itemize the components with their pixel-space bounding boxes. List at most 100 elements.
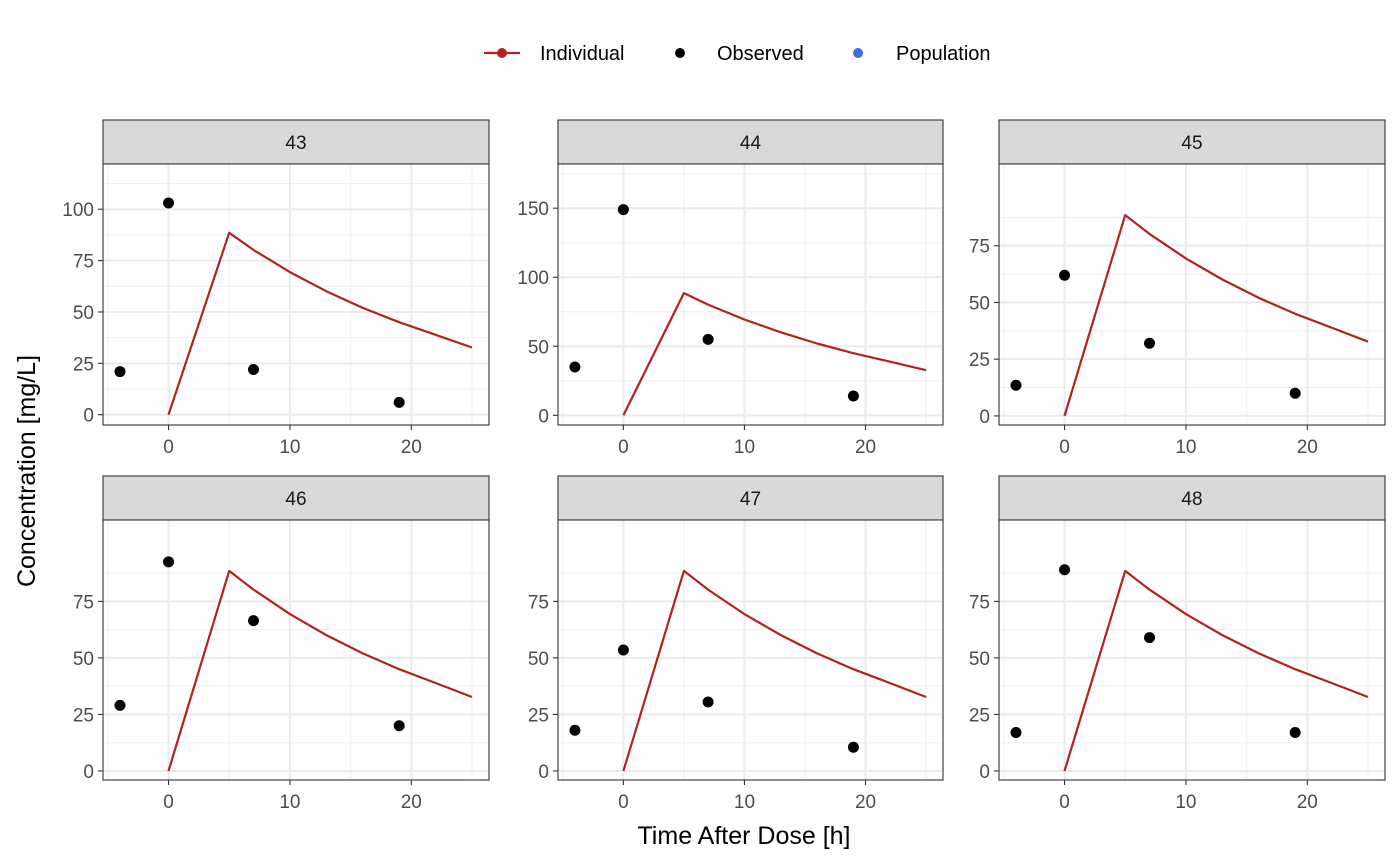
plot-background bbox=[103, 520, 489, 780]
x-tick-label: 0 bbox=[618, 437, 629, 458]
x-tick-label: 20 bbox=[1297, 792, 1318, 813]
y-tick-label: 0 bbox=[83, 406, 94, 427]
y-tick-label: 50 bbox=[73, 649, 94, 670]
observed-point bbox=[1144, 337, 1156, 349]
y-axis-title: Concentration [mg/L] bbox=[13, 355, 41, 587]
panel-border bbox=[102, 163, 490, 426]
y-tick-label: 75 bbox=[73, 592, 94, 613]
strip-label-48: 48 bbox=[1181, 489, 1202, 510]
individual-line bbox=[622, 292, 927, 416]
plot-background bbox=[558, 164, 943, 425]
observed-point bbox=[1059, 564, 1071, 576]
x-tick-label: 20 bbox=[401, 437, 422, 458]
panel-border bbox=[557, 519, 944, 781]
strip-label-46: 46 bbox=[285, 489, 306, 510]
panel-border bbox=[998, 519, 1386, 781]
strip-48 bbox=[998, 475, 1386, 521]
x-tick-label: 10 bbox=[734, 792, 755, 813]
legend-population-marker bbox=[853, 48, 863, 58]
x-tick-label: 20 bbox=[855, 792, 876, 813]
x-tick-label: 0 bbox=[1059, 792, 1070, 813]
panel-46: 46 0 25 50 75 0 10 20 bbox=[73, 475, 490, 813]
observed-point bbox=[569, 361, 581, 373]
x-tick-label: 20 bbox=[855, 437, 876, 458]
legend-population-label: Population bbox=[896, 43, 991, 65]
panel-45: 45 0 25 50 75 0 10 20 bbox=[969, 119, 1386, 458]
individual-line bbox=[167, 569, 473, 772]
y-tick-label: 75 bbox=[528, 592, 549, 613]
observed-point bbox=[163, 197, 175, 209]
x-tick-label: 20 bbox=[401, 792, 422, 813]
observed-point bbox=[393, 720, 405, 732]
y-tick-label: 100 bbox=[517, 268, 549, 289]
x-tick-label: 0 bbox=[1059, 437, 1070, 458]
y-tick-label: 50 bbox=[528, 337, 549, 358]
y-tick-label: 50 bbox=[73, 303, 94, 324]
y-tick-label: 75 bbox=[969, 237, 990, 258]
x-tick-label: 0 bbox=[163, 437, 174, 458]
y-tick-label: 0 bbox=[979, 762, 990, 783]
x-tick-label: 10 bbox=[1175, 792, 1196, 813]
legend-individual-marker bbox=[497, 48, 507, 58]
observed-point bbox=[702, 696, 714, 708]
strip-46 bbox=[102, 475, 490, 521]
observed-point bbox=[702, 333, 714, 345]
panel-47: 47 0 25 50 75 0 10 20 bbox=[528, 475, 944, 813]
observed-point bbox=[1289, 387, 1301, 399]
y-tick-label: 25 bbox=[528, 705, 549, 726]
legend-individual-label: Individual bbox=[540, 43, 625, 65]
x-axis-title: Time After Dose [h] bbox=[637, 822, 850, 850]
observed-point bbox=[1059, 269, 1071, 281]
x-tick-label: 0 bbox=[163, 792, 174, 813]
y-tick-label: 0 bbox=[83, 762, 94, 783]
panel-border bbox=[998, 163, 1386, 426]
observed-point bbox=[1010, 379, 1022, 391]
x-tick-label: 10 bbox=[279, 792, 300, 813]
plot-background bbox=[558, 520, 943, 780]
observed-point bbox=[847, 741, 859, 753]
individual-line bbox=[1063, 569, 1369, 772]
observed-point bbox=[248, 615, 260, 627]
x-tick-label: 10 bbox=[279, 437, 300, 458]
observed-point bbox=[163, 556, 175, 568]
y-tick-label: 25 bbox=[73, 354, 94, 375]
panel-44: 44 0 50 100 150 0 10 20 bbox=[517, 119, 944, 458]
observed-point bbox=[393, 396, 405, 408]
individual-line bbox=[167, 231, 473, 416]
y-tick-label: 25 bbox=[969, 350, 990, 371]
strip-label-47: 47 bbox=[740, 489, 761, 510]
strip-label-45: 45 bbox=[1181, 133, 1202, 154]
panel-48: 48 0 25 50 75 0 10 20 bbox=[969, 475, 1386, 813]
plot-background bbox=[999, 520, 1385, 780]
y-tick-label: 25 bbox=[73, 705, 94, 726]
panel-border bbox=[557, 163, 944, 426]
y-tick-label: 50 bbox=[969, 649, 990, 670]
individual-line bbox=[1063, 214, 1369, 417]
observed-point bbox=[114, 366, 126, 378]
strip-47 bbox=[557, 475, 944, 521]
strip-44 bbox=[557, 119, 944, 165]
y-tick-label: 75 bbox=[73, 252, 94, 273]
y-tick-label: 25 bbox=[969, 705, 990, 726]
y-tick-label: 75 bbox=[969, 592, 990, 613]
x-tick-label: 0 bbox=[618, 792, 629, 813]
observed-point bbox=[569, 724, 581, 736]
observed-point bbox=[248, 364, 260, 376]
x-tick-label: 10 bbox=[734, 437, 755, 458]
y-tick-label: 0 bbox=[979, 407, 990, 428]
y-tick-label: 0 bbox=[538, 762, 549, 783]
y-tick-label: 150 bbox=[517, 199, 549, 220]
x-tick-label: 20 bbox=[1297, 437, 1318, 458]
observed-point bbox=[1144, 632, 1156, 644]
observed-point bbox=[1010, 727, 1022, 739]
y-tick-label: 100 bbox=[62, 200, 94, 221]
legend: Individual Observed Population bbox=[484, 43, 991, 65]
observed-point bbox=[617, 204, 629, 216]
panel-43: 43 0 25 50 75 100 0 10 20 bbox=[62, 119, 490, 458]
plot-background bbox=[103, 164, 489, 425]
strip-label-44: 44 bbox=[740, 133, 762, 154]
strip-label-43: 43 bbox=[285, 133, 306, 154]
legend-observed-label: Observed bbox=[717, 43, 804, 65]
